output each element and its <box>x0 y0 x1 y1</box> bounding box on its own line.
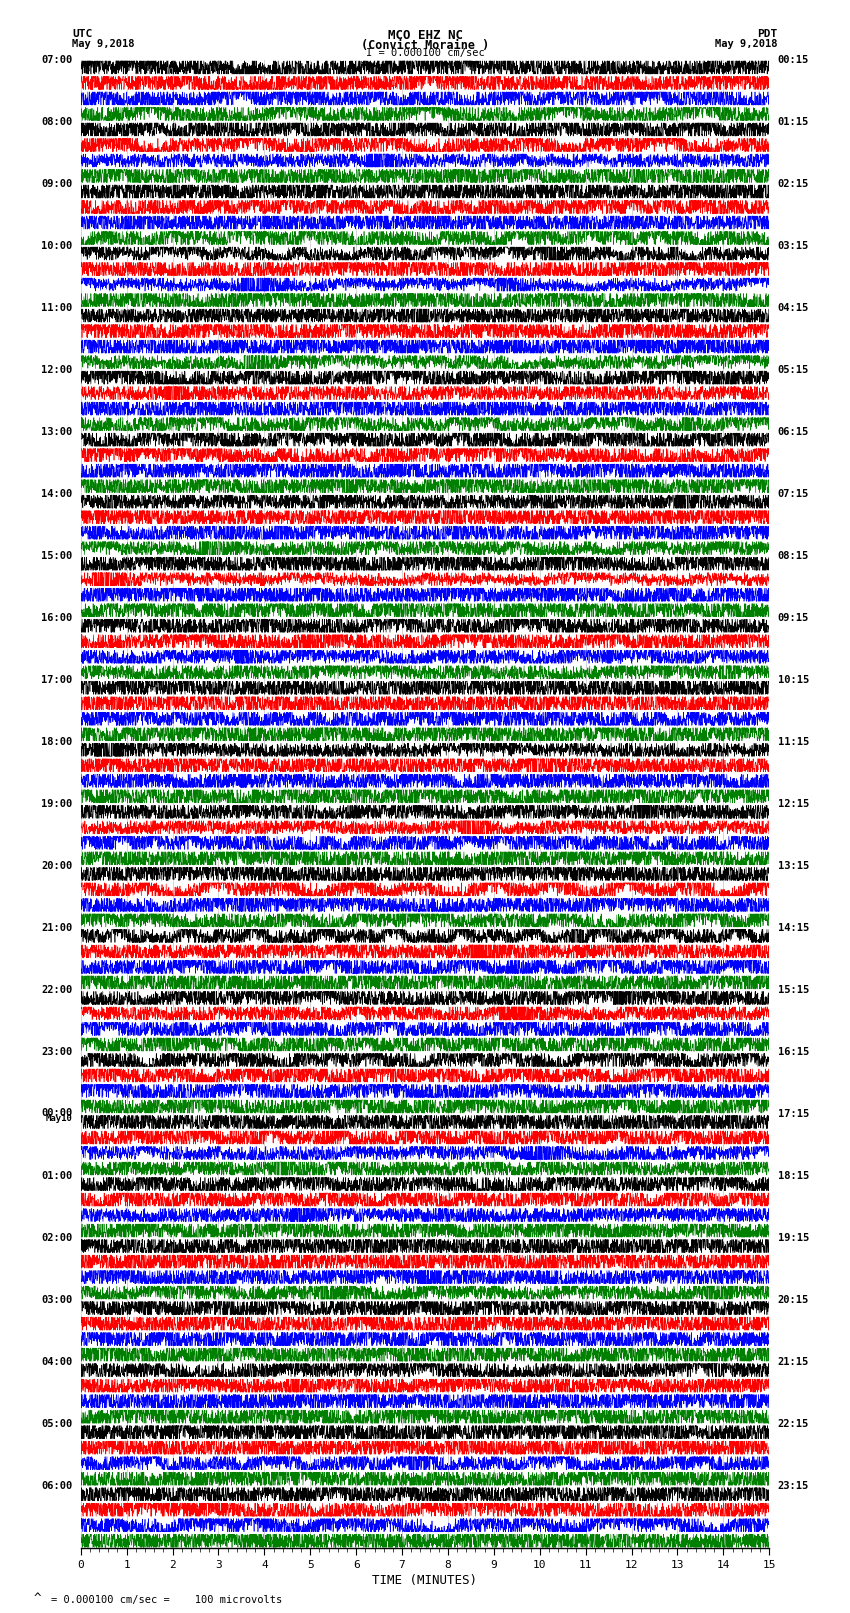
Text: 20:15: 20:15 <box>778 1295 808 1305</box>
Text: 16:15: 16:15 <box>778 1047 808 1057</box>
Text: 00:15: 00:15 <box>778 55 808 65</box>
Text: PDT: PDT <box>757 29 778 39</box>
Text: May 9,2018: May 9,2018 <box>715 39 778 48</box>
Text: 08:15: 08:15 <box>778 552 808 561</box>
Text: 00:00: 00:00 <box>42 1108 72 1118</box>
Text: ^: ^ <box>34 1592 42 1605</box>
Text: 20:00: 20:00 <box>42 861 72 871</box>
Text: 13:15: 13:15 <box>778 861 808 871</box>
Text: 09:15: 09:15 <box>778 613 808 623</box>
Text: 12:15: 12:15 <box>778 798 808 810</box>
Text: 08:00: 08:00 <box>42 116 72 127</box>
Text: 22:00: 22:00 <box>42 986 72 995</box>
Text: 14:00: 14:00 <box>42 489 72 498</box>
Text: 04:00: 04:00 <box>42 1358 72 1368</box>
Text: 06:15: 06:15 <box>778 427 808 437</box>
Text: May 9,2018: May 9,2018 <box>72 39 135 48</box>
Text: 17:00: 17:00 <box>42 674 72 686</box>
Text: 05:15: 05:15 <box>778 365 808 374</box>
Text: 10:15: 10:15 <box>778 674 808 686</box>
Text: 17:15: 17:15 <box>778 1110 808 1119</box>
Text: 19:15: 19:15 <box>778 1234 808 1244</box>
Text: 12:00: 12:00 <box>42 365 72 374</box>
Text: 21:15: 21:15 <box>778 1358 808 1368</box>
Text: 23:00: 23:00 <box>42 1047 72 1057</box>
Text: I = 0.000100 cm/sec: I = 0.000100 cm/sec <box>366 48 484 58</box>
Text: 21:00: 21:00 <box>42 923 72 934</box>
Text: 10:00: 10:00 <box>42 240 72 250</box>
Text: 16:00: 16:00 <box>42 613 72 623</box>
Text: 05:00: 05:00 <box>42 1419 72 1429</box>
Text: 18:15: 18:15 <box>778 1171 808 1181</box>
Text: 13:00: 13:00 <box>42 427 72 437</box>
Text: 19:00: 19:00 <box>42 798 72 810</box>
Text: 04:15: 04:15 <box>778 303 808 313</box>
Text: 11:00: 11:00 <box>42 303 72 313</box>
Text: = 0.000100 cm/sec =    100 microvolts: = 0.000100 cm/sec = 100 microvolts <box>51 1595 282 1605</box>
Text: 01:00: 01:00 <box>42 1171 72 1181</box>
X-axis label: TIME (MINUTES): TIME (MINUTES) <box>372 1574 478 1587</box>
Text: 15:15: 15:15 <box>778 986 808 995</box>
Text: UTC: UTC <box>72 29 93 39</box>
Text: 14:15: 14:15 <box>778 923 808 934</box>
Text: 11:15: 11:15 <box>778 737 808 747</box>
Text: 02:00: 02:00 <box>42 1234 72 1244</box>
Text: 18:00: 18:00 <box>42 737 72 747</box>
Text: 07:15: 07:15 <box>778 489 808 498</box>
Text: 15:00: 15:00 <box>42 552 72 561</box>
Text: 03:15: 03:15 <box>778 240 808 250</box>
Text: MCO EHZ NC: MCO EHZ NC <box>388 29 462 42</box>
Text: 06:00: 06:00 <box>42 1481 72 1492</box>
Text: 22:15: 22:15 <box>778 1419 808 1429</box>
Text: 23:15: 23:15 <box>778 1481 808 1492</box>
Text: 07:00: 07:00 <box>42 55 72 65</box>
Text: May10: May10 <box>46 1115 72 1123</box>
Text: 01:15: 01:15 <box>778 116 808 127</box>
Text: 02:15: 02:15 <box>778 179 808 189</box>
Text: (Convict Moraine ): (Convict Moraine ) <box>361 39 489 52</box>
Text: 03:00: 03:00 <box>42 1295 72 1305</box>
Text: 09:00: 09:00 <box>42 179 72 189</box>
